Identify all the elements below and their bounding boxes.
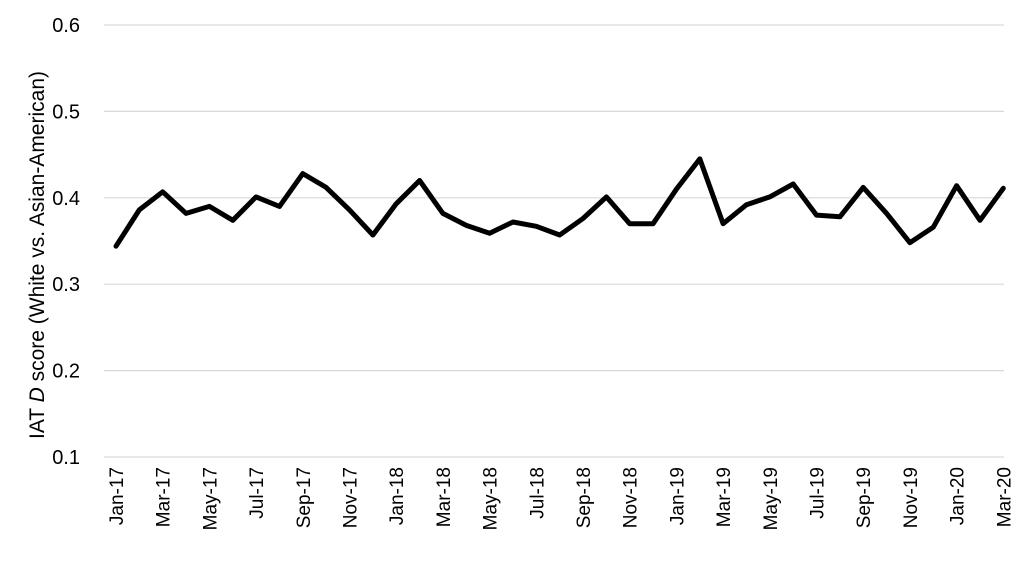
x-tick-label: Jul-19 xyxy=(808,467,829,519)
x-tick-label: Sep-17 xyxy=(294,467,315,528)
y-tick-label: 0.5 xyxy=(52,101,80,123)
x-tick-label: Mar-19 xyxy=(714,467,735,527)
y-tick-label: 0.4 xyxy=(52,188,80,210)
x-tick-labels: Jan-17 Mar-17 May-17 Jul-17 Sep-17 Nov-17 Jan-… xyxy=(107,467,1015,530)
gridlines xyxy=(104,24,1004,458)
x-tick-label: Jan-18 xyxy=(387,467,408,525)
x-tick-label: May-18 xyxy=(481,467,502,530)
y-tick-label: 0.1 xyxy=(52,447,80,469)
x-tick-label: Jan-19 xyxy=(667,467,688,525)
y-tick-labels: 0.1 0.2 0.3 0.4 0.5 0.6 xyxy=(52,15,80,469)
y-tick-label: 0.6 xyxy=(52,15,80,37)
x-tick-label: Jul-18 xyxy=(527,467,548,519)
x-tick-label: Mar-20 xyxy=(994,467,1015,527)
x-tick-label: Sep-18 xyxy=(574,467,595,528)
y-axis-label-italic: D xyxy=(26,387,49,402)
y-axis-label-prefix: IAT xyxy=(26,402,49,439)
series-line xyxy=(113,156,1006,249)
x-tick-label: Nov-19 xyxy=(901,467,922,528)
x-tick-label: Sep-19 xyxy=(854,467,875,528)
x-tick-label: Mar-17 xyxy=(154,467,175,527)
x-tick-label: Nov-18 xyxy=(621,467,642,528)
x-tick-label: Jan-20 xyxy=(948,467,969,525)
x-tick-label: May-17 xyxy=(200,467,221,530)
x-tick-label: Mar-18 xyxy=(434,467,455,527)
y-axis-label: IAT D score (White vs. Asian-American) xyxy=(26,71,49,439)
y-tick-label: 0.3 xyxy=(52,274,80,296)
x-tick-label: Nov-17 xyxy=(341,467,362,528)
x-tick-label: Jul-17 xyxy=(247,467,268,519)
x-tick-label: Jan-17 xyxy=(107,467,128,525)
y-tick-label: 0.2 xyxy=(52,361,80,383)
x-tick-label: May-19 xyxy=(761,467,782,530)
y-axis-label-suffix: score (White vs. Asian-American) xyxy=(26,71,49,387)
